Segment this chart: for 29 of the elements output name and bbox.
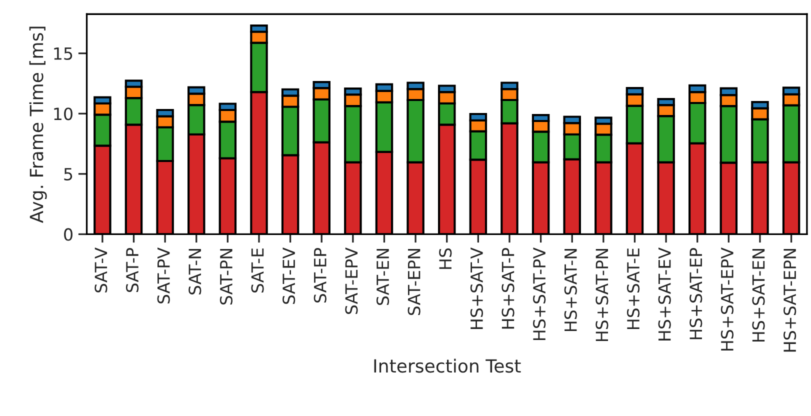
x-tick-label: HS+SAT-EPN <box>784 249 796 352</box>
x-tick-label: SAT-EPV <box>345 248 358 314</box>
x-tick-label: SAT-V <box>94 248 108 292</box>
x-tick-label: HS+SAT-EV <box>658 248 671 340</box>
x-tick-label: HS+SAT-V <box>470 248 484 329</box>
x-tick-label: SAT-EV <box>282 248 296 304</box>
x-tick-label: SAT-P <box>126 248 139 292</box>
x-tick-label: SAT-PV <box>157 248 170 304</box>
x-tick-label: SAT-EN <box>376 249 390 305</box>
x-tick-label: SAT-EP <box>314 248 326 303</box>
x-tick-label: HS+SAT-PV <box>533 248 546 340</box>
y-tick-label: 0 <box>64 228 72 241</box>
x-tick-label: HS+SAT-N <box>564 249 577 331</box>
y-axis-title: Avg. Frame Time [ms] <box>29 26 47 223</box>
y-tick-label: 10 <box>54 108 72 120</box>
x-axis-title: Intersection Test <box>374 358 521 373</box>
x-tick-label: SAT-N <box>188 249 202 294</box>
x-tick-label: HS+SAT-EP <box>690 248 702 340</box>
x-tick-label: SAT-E <box>251 248 264 293</box>
x-tick-label: HS+SAT-EN <box>752 249 765 342</box>
x-tick-label: HS <box>439 248 452 269</box>
x-tick-label: SAT-PN <box>220 249 233 304</box>
y-tick-label: 5 <box>64 168 72 180</box>
x-tick-label: HS+SAT-E <box>626 248 640 330</box>
x-tick-label: HS+SAT-P <box>502 248 514 329</box>
x-tick-label: HS+SAT-EPV <box>720 248 734 351</box>
x-tick-label: SAT-EPN <box>408 249 420 316</box>
y-tick-label: 15 <box>54 48 72 60</box>
x-tick-label: HS+SAT-PN <box>596 249 608 342</box>
